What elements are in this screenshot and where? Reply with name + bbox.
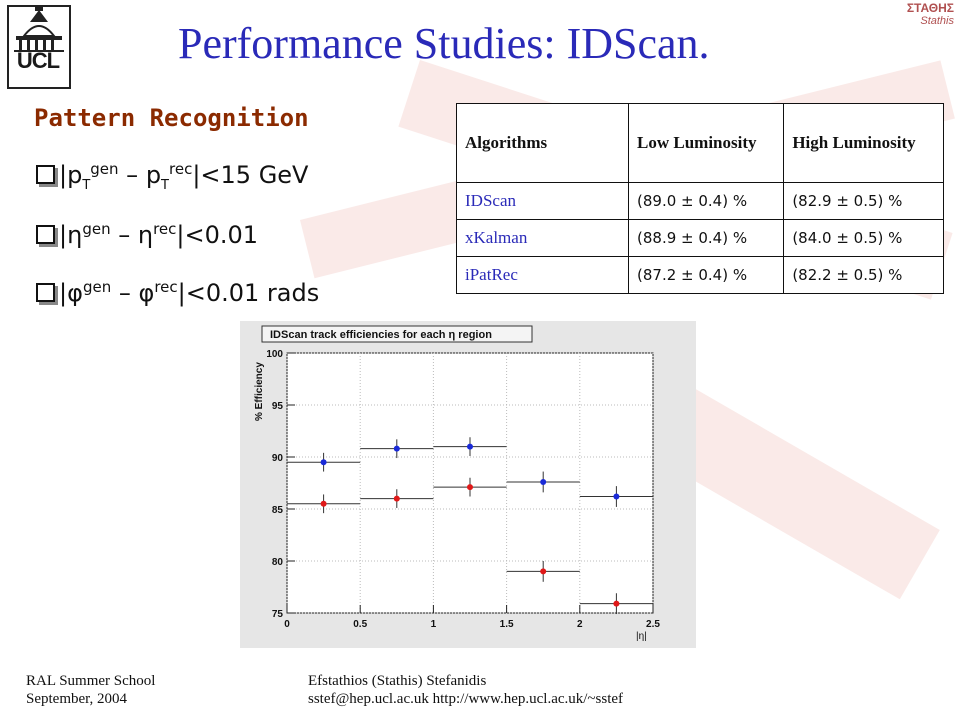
x-tick-label: 2 <box>577 619 583 630</box>
y-tick-label: 100 <box>266 349 283 360</box>
corner-logo: ΣΤΑΘΗΣ Stathis <box>882 2 954 38</box>
criterion-gen: gen <box>82 220 111 238</box>
footer-author: Efstathios (Stathis) Stefanidis <box>308 673 487 689</box>
chart-ticks: 0 0.5 1 1.5 2 2.5 75 80 85 90 95 100 <box>266 349 660 630</box>
chart-title-box <box>261 325 533 343</box>
y-tick-label: 75 <box>272 609 284 620</box>
criterion-rec: rec <box>169 160 193 178</box>
criterion-condition: |<15 GeV <box>192 161 309 189</box>
table-cell-low: (89.0 ± 0.4) % <box>627 182 785 220</box>
criterion-symbol: φ <box>67 279 83 307</box>
table-cell-algorithm: iPatRec <box>456 256 629 294</box>
footer-right: Efstathios (Stathis) Stefanidis sstef@he… <box>308 672 623 708</box>
efficiency-table: Algorithms Low Luminosity High Luminosit… <box>456 103 944 294</box>
criterion-gen: gen <box>82 278 112 296</box>
criterion-symbol-rec: η <box>137 221 154 249</box>
criterion-condition: |<0.01 <box>176 221 259 249</box>
y-tick-label: 80 <box>272 557 284 568</box>
data-point <box>393 495 400 502</box>
criterion-abs: | <box>59 279 68 307</box>
x-tick-label: 2.5 <box>646 619 660 630</box>
table-cell-low: (88.9 ± 0.4) % <box>627 219 785 257</box>
data-point <box>320 459 327 466</box>
criterion-sub-rec: T <box>161 177 169 193</box>
table-header-cell: Algorithms <box>456 103 629 183</box>
table-header-cell: High Luminosity <box>783 103 944 183</box>
table-cell-high: (82.2 ± 0.5) % <box>783 256 944 294</box>
table-cell-algorithm: IDScan <box>456 182 629 220</box>
table-cell-low: (87.2 ± 0.4) % <box>627 256 785 294</box>
table-cell-high: (82.9 ± 0.5) % <box>783 182 944 220</box>
criterion-minus: – <box>110 221 138 249</box>
data-point <box>393 445 400 452</box>
data-point <box>540 568 547 575</box>
criterion-minus: – <box>118 161 146 189</box>
criterion-symbol-rec: p <box>145 161 162 189</box>
chart-grid <box>286 352 654 614</box>
ucl-building-icon <box>7 5 71 89</box>
criterion-abs: | <box>59 221 68 249</box>
x-tick-label: 0 <box>284 619 290 630</box>
x-tick-label: 1 <box>431 619 437 630</box>
table-row: xKalman (88.9 ± 0.4) % (84.0 ± 0.5) % <box>456 219 944 257</box>
data-point <box>613 600 620 607</box>
x-tick-label: 1.5 <box>500 619 514 630</box>
criterion-symbol: η <box>67 221 83 249</box>
criterion-rec: rec <box>153 220 177 238</box>
checkbox-bullet-icon <box>36 283 55 302</box>
table-header-cell: Low Luminosity <box>627 103 785 183</box>
efficiency-chart: IDScan track efficiencies for each η reg… <box>240 321 696 648</box>
checkbox-bullet-icon <box>36 165 55 184</box>
y-tick-label: 95 <box>272 401 284 412</box>
page-title: Performance Studies: IDScan. <box>178 19 710 68</box>
footer-left: RAL Summer School September, 2004 <box>26 672 155 708</box>
corner-logo-line2: Stathis <box>920 15 954 27</box>
criterion-sub: T <box>82 177 91 193</box>
y-tick-label: 85 <box>272 505 284 516</box>
ucl-logo <box>6 4 72 90</box>
footer-event: RAL Summer School <box>26 673 156 689</box>
efficiency-plot: IDScan track efficiencies for each η reg… <box>240 321 696 648</box>
corner-logo-line1: ΣΤΑΘΗΣ <box>906 1 954 15</box>
section-heading: Pattern Recognition <box>34 104 309 132</box>
chart-marks <box>287 437 653 615</box>
criterion-rec: rec <box>154 278 178 296</box>
x-axis-label: |η| <box>636 631 647 642</box>
data-point <box>320 500 327 507</box>
data-point <box>467 443 473 450</box>
table-row: IDScan (89.0 ± 0.4) % (82.9 ± 0.5) % <box>456 182 944 220</box>
y-axis-label: % Efficiency <box>254 362 265 421</box>
table-header-row: Algorithms Low Luminosity High Luminosit… <box>456 103 944 183</box>
data-point <box>467 484 473 491</box>
footer-date: September, 2004 <box>26 691 128 707</box>
criterion-abs: | <box>59 161 68 189</box>
ucl-logo-text: UCL <box>16 48 60 73</box>
criterion-pt: |pTgen – pTrec|<15 GeV <box>36 160 308 193</box>
table-cell-algorithm: xKalman <box>456 219 629 257</box>
criterion-symbol: p <box>67 161 83 189</box>
criterion-gen: gen <box>90 160 119 178</box>
chart-title: IDScan track efficiencies for each η reg… <box>270 329 492 341</box>
x-tick-label: 0.5 <box>353 619 367 630</box>
criterion-eta: |ηgen – ηrec|<0.01 <box>36 220 258 249</box>
data-point <box>540 478 547 485</box>
checkbox-bullet-icon <box>36 225 55 244</box>
y-tick-label: 90 <box>272 453 284 464</box>
data-point <box>613 493 620 500</box>
footer-contact: sstef@hep.ucl.ac.uk http://www.hep.ucl.a… <box>308 691 624 707</box>
criterion-phi: |φgen – φrec|<0.01 rads <box>36 278 319 307</box>
criterion-symbol-rec: φ <box>138 279 155 307</box>
criterion-condition: |<0.01 rads <box>177 279 320 307</box>
criterion-minus: – <box>111 279 139 307</box>
table-cell-high: (84.0 ± 0.5) % <box>783 219 944 257</box>
table-row: iPatRec (87.2 ± 0.4) % (82.2 ± 0.5) % <box>456 256 944 294</box>
